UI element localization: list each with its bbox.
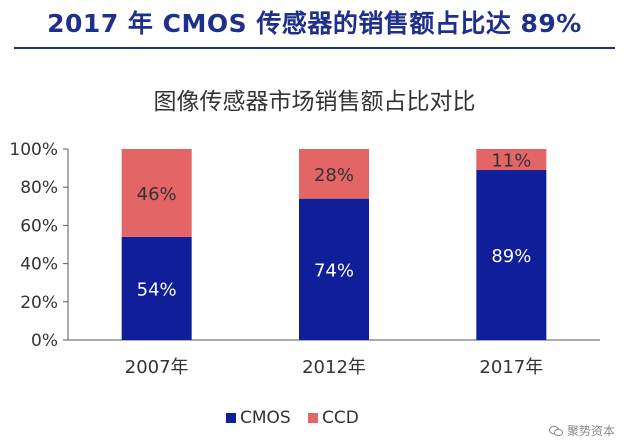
legend-label: CCD (322, 408, 359, 428)
bar-cmos (121, 236, 192, 340)
y-tick-label: 40% (20, 255, 58, 275)
x-tick-label: 2017年 (479, 357, 543, 378)
data-label: 28% (314, 165, 354, 186)
legend-label: CMOS (240, 408, 291, 428)
y-tick-label: 60% (20, 216, 58, 236)
x-tick-label: 2012年 (302, 357, 366, 378)
data-label: 89% (491, 246, 531, 267)
watermark: 聚势资本 (548, 422, 615, 439)
data-label: 74% (314, 260, 354, 281)
bar-ccd (476, 149, 547, 171)
bar-cmos (299, 198, 369, 340)
data-label: 46% (137, 184, 177, 205)
y-tick-label: 0% (31, 331, 58, 351)
chart-title: 图像传感器市场销售额占比对比 (153, 89, 476, 115)
wechat-icon (548, 425, 563, 436)
legend-swatch-cmos (226, 413, 236, 423)
x-tick-label: 2007年 (125, 357, 189, 378)
page-title: 2017 年 CMOS 传感器的销售额占比达 89% (47, 9, 582, 38)
bar-cmos (476, 170, 547, 340)
y-tick-label: 20% (20, 293, 58, 313)
bar-ccd (299, 149, 369, 199)
legend-swatch-ccd (308, 413, 318, 423)
data-label: 11% (491, 151, 531, 172)
watermark-text: 聚势资本 (566, 424, 615, 438)
y-tick-label: 80% (20, 178, 58, 198)
title-divider (14, 47, 615, 49)
data-label: 54% (137, 279, 177, 300)
y-tick-label: 100% (9, 140, 58, 160)
bar-ccd (121, 149, 192, 237)
